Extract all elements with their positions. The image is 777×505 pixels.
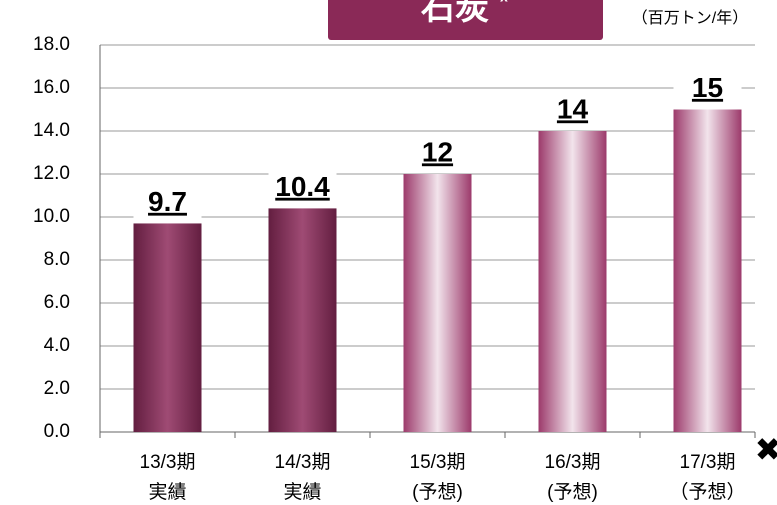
y-tick-label: 16.0 xyxy=(33,77,70,98)
value-label: 15 xyxy=(692,72,723,103)
x-tick-label: (予想) xyxy=(547,481,598,503)
x-tick-label: 17/3期 xyxy=(680,451,736,473)
chart-title: 石炭 xyxy=(420,0,489,27)
bar xyxy=(403,174,472,432)
x-tick-label: 16/3期 xyxy=(545,451,601,473)
x-tick-label: 実績 xyxy=(283,481,321,503)
close-mark: ✖ xyxy=(755,431,777,467)
bar xyxy=(133,223,202,432)
y-tick-label: 0.0 xyxy=(44,421,70,442)
value-label-bg xyxy=(673,73,742,106)
value-label: 10.4 xyxy=(275,171,330,202)
value-label-bg xyxy=(538,95,607,127)
y-tick-label: 14.0 xyxy=(33,120,70,141)
title-box xyxy=(328,0,603,40)
value-label: 14 xyxy=(557,93,589,124)
title-note: x xyxy=(500,0,508,5)
x-tick-label: 15/3期 xyxy=(410,451,466,473)
y-tick-label: 18.0 xyxy=(33,34,70,55)
bar xyxy=(673,109,742,432)
y-tick-label: 6.0 xyxy=(44,292,70,313)
x-tick-label: 14/3期 xyxy=(275,451,331,473)
value-label: 12 xyxy=(422,136,453,167)
bar xyxy=(268,208,337,432)
bar xyxy=(538,131,607,432)
x-tick-label: 13/3期 xyxy=(140,451,196,473)
y-tick-label: 2.0 xyxy=(44,378,70,399)
y-tick-label: 8.0 xyxy=(44,249,70,270)
x-tick-label: (予想) xyxy=(412,481,463,503)
y-tick-label: 10.0 xyxy=(33,206,70,227)
value-label-bg xyxy=(133,187,202,220)
y-tick-label: 4.0 xyxy=(44,335,70,356)
value-label-bg xyxy=(403,138,472,170)
x-tick-label: 実績 xyxy=(148,481,186,503)
value-label-bg xyxy=(268,172,337,205)
y-tick-label: 12.0 xyxy=(33,163,70,184)
x-tick-label: （予想） xyxy=(669,481,745,503)
value-label: 9.7 xyxy=(148,186,187,217)
unit-label: （百万トン/年） xyxy=(632,9,748,27)
